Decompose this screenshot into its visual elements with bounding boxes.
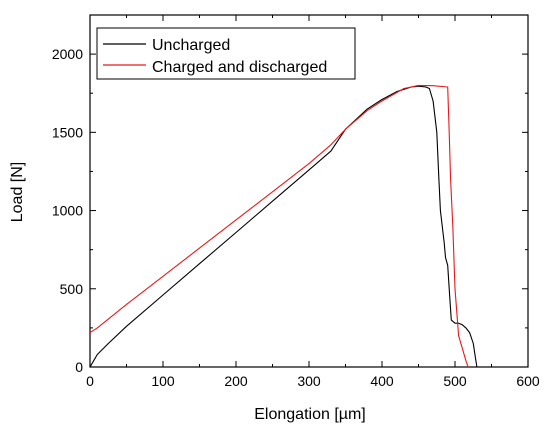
- x-tick-label: 100: [151, 373, 175, 389]
- legend: Uncharged Charged and discharged: [96, 27, 356, 80]
- legend-label-charged-discharged: Charged and discharged: [152, 59, 327, 76]
- x-tick-label: 400: [370, 373, 394, 389]
- y-axis-title: Load [N]: [9, 162, 26, 222]
- y-tick-label: 1500: [52, 124, 83, 140]
- x-tick-label: 0: [86, 373, 94, 389]
- x-tick-label: 300: [297, 373, 321, 389]
- x-tick-label: 200: [224, 373, 248, 389]
- x-tick-labels: 0 100 200 300 400 500 600: [86, 373, 540, 389]
- series-line-uncharged: [89, 85, 478, 368]
- y-tick-label: 0: [75, 359, 83, 375]
- legend-box: [96, 27, 356, 80]
- x-axis-title: Elongation [µm]: [254, 406, 366, 423]
- y-tick-label: 1000: [52, 203, 83, 219]
- y-tick-label: 2000: [52, 46, 83, 62]
- series-line-charged-and-discharged: [89, 84, 469, 368]
- series-lines: [89, 84, 478, 368]
- x-tick-label: 500: [443, 373, 467, 389]
- x-tick-label: 600: [516, 373, 540, 389]
- y-tick-labels: 0 500 1000 1500 2000: [52, 46, 83, 375]
- axis-ticks: [89, 15, 529, 368]
- y-tick-label: 500: [60, 281, 84, 297]
- legend-label-uncharged: Uncharged: [152, 37, 230, 54]
